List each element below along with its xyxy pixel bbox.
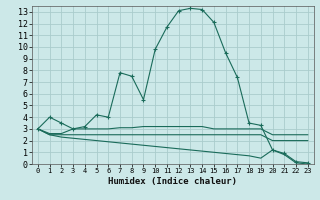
- X-axis label: Humidex (Indice chaleur): Humidex (Indice chaleur): [108, 177, 237, 186]
